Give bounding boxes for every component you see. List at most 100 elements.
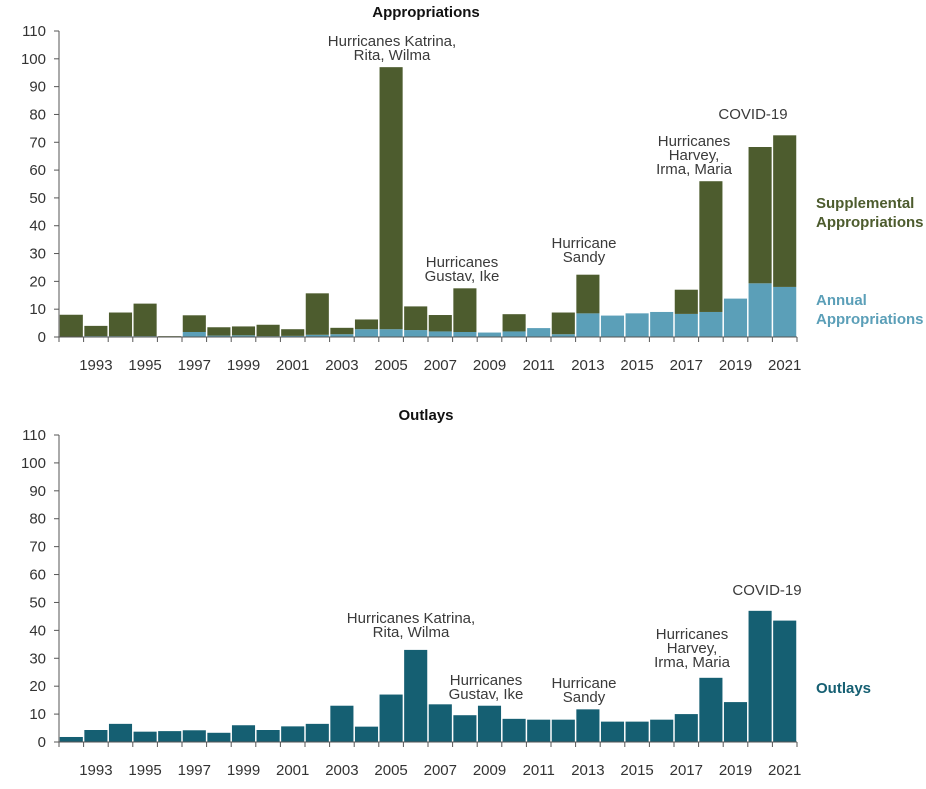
legend-label: Annual Appropriations bbox=[816, 292, 924, 328]
bar-outlays-2002 bbox=[305, 723, 329, 742]
bar-outlays-2012 bbox=[551, 719, 575, 742]
x-tick-label: 1997 bbox=[178, 762, 211, 779]
bar-supplemental-appropriations-1995 bbox=[133, 303, 157, 337]
bar-outlays-2017 bbox=[674, 714, 698, 742]
bar-supplemental-appropriations-1997 bbox=[182, 315, 206, 332]
annotation-line: Harvey, bbox=[667, 640, 718, 657]
bar-outlays-1999 bbox=[231, 725, 256, 742]
x-tick-label: 1999 bbox=[227, 357, 260, 374]
y-tick-label: 30 bbox=[29, 650, 46, 667]
bar-outlays-2001 bbox=[281, 726, 305, 742]
y-tick-label: 70 bbox=[29, 539, 46, 556]
bar-annual-appropriations-2001 bbox=[281, 335, 305, 337]
bar-annual-appropriations-2007 bbox=[428, 331, 452, 337]
annotation: Hurricane Sandy bbox=[551, 675, 616, 706]
bar-supplemental-appropriations-1998 bbox=[207, 327, 231, 336]
x-tick-label: 2003 bbox=[325, 357, 358, 374]
x-tick-label: 2001 bbox=[276, 762, 309, 779]
bar-supplemental-appropriations-2003 bbox=[330, 327, 354, 335]
annotation-line: Rita, Wilma bbox=[354, 47, 431, 64]
annotation-line: Hurricane bbox=[551, 675, 616, 692]
bar-outlays-2013 bbox=[576, 709, 600, 742]
y-tick-label: 70 bbox=[29, 134, 46, 151]
bar-annual-appropriations-2017 bbox=[674, 313, 698, 337]
y-tick-label: 50 bbox=[29, 594, 46, 611]
x-tick-label: 2017 bbox=[670, 357, 703, 374]
bar-supplemental-appropriations-2004 bbox=[354, 319, 379, 330]
bar-outlays-2014 bbox=[600, 721, 625, 742]
annotation-line: Harvey, bbox=[669, 147, 720, 164]
annotation-line: COVID-19 bbox=[732, 582, 801, 599]
bar-supplemental-appropriations-2012 bbox=[551, 312, 575, 335]
x-tick-label: 2021 bbox=[768, 357, 801, 374]
bar-supplemental-appropriations-2007 bbox=[428, 315, 452, 332]
x-tick-label: 1995 bbox=[128, 762, 161, 779]
annotation-line: COVID-19 bbox=[718, 106, 787, 123]
bar-outlays-1996 bbox=[158, 731, 182, 742]
x-tick-label: 2001 bbox=[276, 357, 309, 374]
bar-annual-appropriations-2021 bbox=[773, 286, 797, 337]
x-tick-label: 2019 bbox=[719, 357, 752, 374]
bar-supplemental-appropriations-2010 bbox=[502, 314, 526, 332]
bar-outlays-2009 bbox=[477, 705, 502, 742]
y-tick-label: 90 bbox=[29, 483, 46, 500]
bar-outlays-1994 bbox=[108, 723, 133, 742]
bar-outlays-2006 bbox=[404, 649, 428, 742]
bar-supplemental-appropriations-2005 bbox=[379, 67, 403, 330]
x-tick-label: 2013 bbox=[571, 357, 604, 374]
annotation-line: Sandy bbox=[563, 689, 606, 706]
y-tick-label: 50 bbox=[29, 190, 46, 207]
y-tick-label: 30 bbox=[29, 246, 46, 263]
bar-supplemental-appropriations-2017 bbox=[674, 289, 698, 314]
annotation-line: Hurricanes bbox=[426, 254, 499, 271]
bar-annual-appropriations-2004 bbox=[354, 329, 379, 337]
y-tick-label: 40 bbox=[29, 218, 46, 235]
annotation-line: Irma, Maria bbox=[656, 161, 733, 178]
x-tick-label: 2011 bbox=[523, 357, 555, 374]
bar-annual-appropriations-1999 bbox=[231, 335, 256, 337]
y-tick-label: 80 bbox=[29, 511, 46, 528]
bar-outlays-2007 bbox=[428, 704, 452, 742]
annotation-line: Sandy bbox=[563, 249, 606, 266]
annotation-line: Gustav, Ike bbox=[449, 686, 524, 703]
y-tick-label: 10 bbox=[29, 301, 46, 318]
bar-annual-appropriations-2016 bbox=[650, 311, 674, 337]
x-tick-label: 2011 bbox=[523, 762, 555, 779]
chart-title: Appropriations bbox=[372, 4, 480, 21]
bar-annual-appropriations-2005 bbox=[379, 329, 403, 337]
annotation-line: Rita, Wilma bbox=[373, 624, 450, 641]
legend-label: Outlays bbox=[816, 680, 871, 697]
bar-annual-appropriations-2018 bbox=[699, 311, 723, 337]
bar-supplemental-appropriations-2018 bbox=[699, 181, 723, 312]
bar-supplemental-appropriations-2020 bbox=[748, 147, 772, 284]
annotation-line: Hurricanes bbox=[656, 626, 729, 643]
outlays-chart: Outlays 0 10 20 30 40 50 60 70 80 90 100 110 1993 1995… bbox=[21, 407, 871, 779]
x-tick-label: 2009 bbox=[473, 762, 506, 779]
bar-annual-appropriations-1997 bbox=[182, 331, 206, 337]
annotation-line: Gustav, Ike bbox=[425, 268, 500, 285]
bar-outlays-2015 bbox=[625, 721, 649, 742]
bar-supplemental-appropriations-2001 bbox=[281, 329, 305, 336]
bar-annual-appropriations-2010 bbox=[502, 331, 526, 337]
bar-annual-appropriations-2012 bbox=[551, 334, 575, 337]
x-tick-label: 2007 bbox=[424, 762, 457, 779]
y-tick-label: 0 bbox=[38, 329, 46, 346]
annotation: Hurricanes Katrina, Rita, Wilma bbox=[328, 33, 456, 64]
annotation-line: Hurricanes bbox=[658, 133, 731, 150]
x-tick-label: 2009 bbox=[473, 357, 506, 374]
bar-supplemental-appropriations-2008 bbox=[453, 288, 477, 332]
x-tick-label: 1997 bbox=[178, 357, 211, 374]
y-tick-label: 60 bbox=[29, 567, 46, 584]
legend-line: Appropriations bbox=[816, 311, 924, 328]
bar-outlays-2010 bbox=[502, 718, 526, 742]
y-tick-label: 0 bbox=[38, 734, 46, 751]
bar-outlays-1993 bbox=[84, 730, 108, 742]
annotation: Hurricanes Gustav, Ike bbox=[449, 672, 524, 703]
x-tick-label: 2019 bbox=[719, 762, 752, 779]
x-tick-label: 2017 bbox=[670, 762, 703, 779]
bar-outlays-2021 bbox=[773, 620, 797, 742]
bar-annual-appropriations-2019 bbox=[723, 298, 748, 337]
bar-outlays-2011 bbox=[527, 719, 551, 742]
bar-outlays-2020 bbox=[748, 610, 772, 742]
